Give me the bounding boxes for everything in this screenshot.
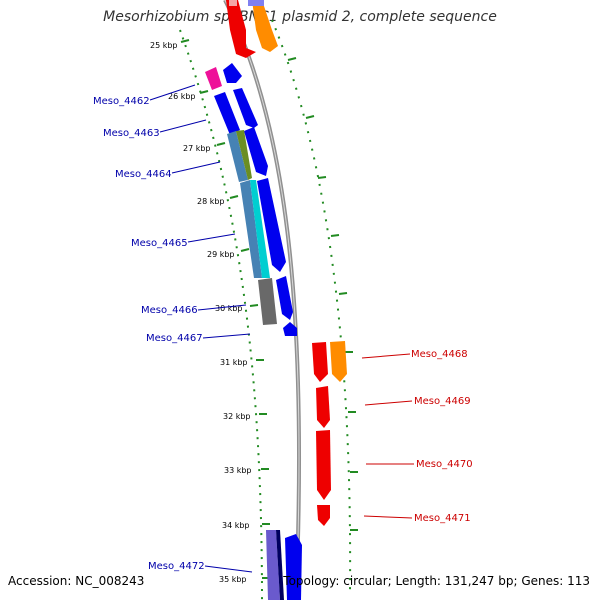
kbp-label: 31 kbp — [220, 358, 248, 367]
kbp-label: 35 kbp — [219, 575, 247, 584]
gene-block — [229, 0, 237, 6]
gene-labels-right: Meso_4468 Meso_4469 Meso_4470 Meso_4471 — [411, 349, 473, 524]
kbp-label: 33 kbp — [224, 466, 252, 475]
kbp-label: 25 kbp — [150, 41, 178, 50]
gene-label: Meso_4471 — [414, 513, 471, 524]
kbp-label: 32 kbp — [223, 412, 251, 421]
kbp-label: 34 kbp — [222, 521, 250, 530]
gene-block — [258, 278, 277, 325]
gene-label: Meso_4470 — [416, 459, 473, 470]
kbp-label: 30 kbp — [215, 304, 243, 313]
gene-label: Meso_4462 — [93, 96, 150, 107]
kbp-label: 26 kbp — [168, 92, 196, 101]
accession-text: Accession: NC_008243 — [8, 574, 145, 588]
gene-block — [248, 0, 264, 6]
gene-arrow — [285, 534, 302, 600]
gene-label: Meso_4464 — [115, 169, 172, 180]
gene-arrow — [330, 341, 347, 382]
outer-ticks — [287, 57, 358, 531]
gene-arrow — [317, 505, 330, 526]
gene-block — [250, 180, 270, 278]
gene-arrow — [316, 386, 330, 428]
kbp-label: 27 kbp — [183, 144, 211, 153]
gene-arrow — [244, 127, 268, 176]
gene-label: Meso_4467 — [146, 333, 203, 344]
gene-block — [214, 92, 240, 135]
gene-block — [205, 67, 222, 90]
gene-arrow — [226, 0, 256, 58]
gene-arrow — [283, 322, 297, 336]
inner-genes — [205, 67, 284, 600]
gene-arrow — [276, 276, 293, 320]
gene-block — [276, 530, 284, 600]
gene-label: Meso_4463 — [103, 128, 160, 139]
gene-label: Meso_4468 — [411, 349, 468, 360]
gene-label: Meso_4472 — [148, 561, 205, 572]
gene-label: Meso_4469 — [414, 396, 471, 407]
gene-block — [236, 130, 252, 180]
top-features — [226, 0, 278, 58]
gene-block — [240, 180, 262, 278]
kbp-label: 28 kbp — [197, 197, 225, 206]
topology-text: Topology: circular; Length: 131,247 bp; … — [283, 574, 590, 588]
gene-arrow — [312, 342, 328, 382]
gene-block — [227, 131, 248, 182]
gene-arrow — [316, 430, 331, 500]
kbp-label: 29 kbp — [207, 250, 235, 259]
inner-ticks — [180, 39, 270, 579]
reverse-genes — [312, 341, 347, 526]
gene-label: Meso_4466 — [141, 305, 198, 316]
forward-genes — [223, 63, 302, 600]
map-title: Mesorhizobium sp. BNC1 plasmid 2, comple… — [103, 9, 497, 25]
gene-block — [266, 530, 280, 600]
gene-labels-left: Meso_4462 Meso_4463 Meso_4464 Meso_4465 … — [93, 96, 205, 572]
gene-arrow — [252, 0, 278, 52]
kbp-label-group: 25 kbp 26 kbp 27 kbp 28 kbp 29 kbp 30 kb… — [150, 41, 252, 584]
gene-arrow — [257, 178, 286, 272]
gene-label: Meso_4465 — [131, 238, 188, 249]
gene-arrow — [223, 63, 242, 83]
gene-arrow — [233, 88, 258, 128]
label-leaders-left — [149, 84, 253, 573]
label-leaders-right — [361, 353, 414, 519]
